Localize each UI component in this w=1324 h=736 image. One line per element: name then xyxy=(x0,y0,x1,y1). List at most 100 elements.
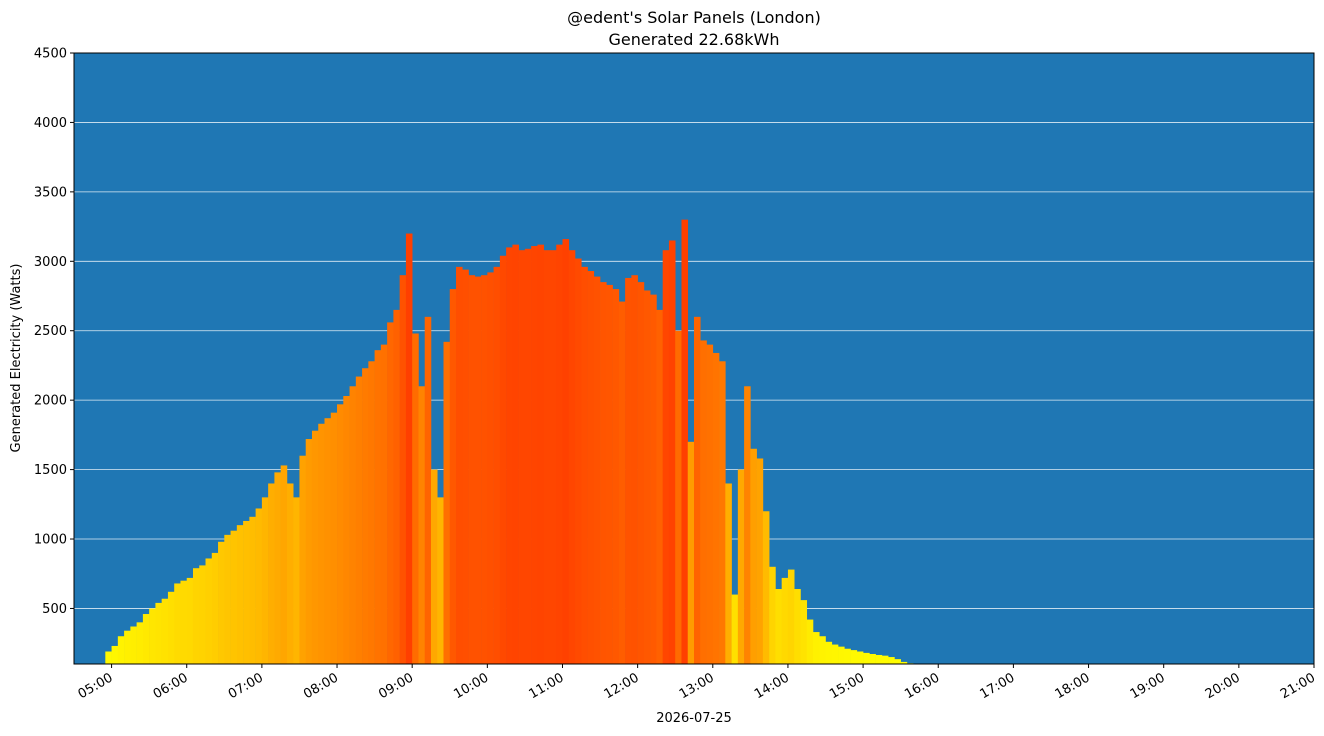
x-tick-label: 16:00 xyxy=(902,670,942,702)
y-tick-label: 500 xyxy=(42,602,67,617)
generation-bar xyxy=(380,344,388,664)
generation-bar xyxy=(706,344,714,664)
generation-bar xyxy=(606,284,613,664)
generation-bar xyxy=(587,271,595,664)
x-axis-ticks: 05:00 06:00 07:00 08:00 09:00 10:00 11:00 12:00… xyxy=(76,664,1318,702)
generation-bar xyxy=(443,341,451,664)
generation-bar xyxy=(744,386,751,664)
generation-bar xyxy=(499,255,507,664)
generation-bar xyxy=(794,589,801,664)
generation-bar xyxy=(349,386,357,664)
generation-bar xyxy=(268,483,275,664)
generation-bar xyxy=(543,250,551,664)
generation-bar xyxy=(694,316,701,664)
y-tick-label: 3500 xyxy=(34,185,67,200)
y-tick-label: 4000 xyxy=(34,116,67,131)
generation-bar xyxy=(236,525,244,664)
generation-bar xyxy=(631,275,638,664)
generation-bar xyxy=(311,430,319,664)
generation-bar xyxy=(230,530,238,664)
generation-bar xyxy=(556,244,563,664)
generation-bar xyxy=(831,644,839,664)
generation-bar xyxy=(612,289,620,664)
generation-bar xyxy=(374,350,382,664)
generation-bar xyxy=(894,659,901,664)
generation-bar xyxy=(468,275,476,664)
generation-bar xyxy=(474,276,482,664)
generation-bar xyxy=(812,632,820,664)
y-tick-label: 2500 xyxy=(34,324,67,339)
generation-bar xyxy=(462,269,469,664)
generation-bar xyxy=(318,423,325,664)
generation-bar xyxy=(662,250,670,664)
generation-bar xyxy=(493,266,501,664)
generation-bar xyxy=(218,541,225,664)
generation-bar xyxy=(105,651,112,664)
generation-bar xyxy=(618,301,626,664)
generation-bar xyxy=(850,650,858,664)
generation-bar xyxy=(362,368,369,664)
generation-bar xyxy=(681,219,689,665)
generation-bar xyxy=(762,511,770,664)
generation-bar xyxy=(387,322,394,664)
generation-bar xyxy=(756,458,764,664)
generation-bar xyxy=(456,266,463,664)
x-tick-label: 15:00 xyxy=(827,670,867,702)
generation-bar xyxy=(481,275,488,664)
x-tick-label: 21:00 xyxy=(1278,670,1318,702)
generation-bar xyxy=(149,608,156,664)
generation-bar xyxy=(280,465,288,664)
x-tick-label: 05:00 xyxy=(76,670,116,702)
x-tick-label: 09:00 xyxy=(376,670,416,702)
generation-bar xyxy=(625,277,632,664)
generation-bar xyxy=(412,333,419,664)
generation-bar xyxy=(875,654,883,664)
generation-bar xyxy=(549,250,557,664)
generation-bar xyxy=(863,652,870,664)
generation-bar xyxy=(274,472,281,664)
generation-bar xyxy=(487,272,494,664)
generation-bar xyxy=(142,614,150,664)
x-tick-label: 08:00 xyxy=(301,670,341,702)
generation-bar xyxy=(650,294,657,664)
generation-bar xyxy=(368,361,375,664)
generation-bar xyxy=(575,258,582,664)
generation-bar xyxy=(844,648,851,664)
generation-bar xyxy=(449,289,457,664)
y-tick-label: 3000 xyxy=(34,255,67,270)
y-tick-label: 1000 xyxy=(34,533,67,548)
generation-bar xyxy=(838,646,845,664)
generation-bar xyxy=(111,645,119,664)
x-tick-label: 10:00 xyxy=(451,670,491,702)
x-tick-label: 13:00 xyxy=(677,670,717,702)
generation-bar xyxy=(155,602,162,664)
generation-bar xyxy=(775,589,782,664)
generation-bar xyxy=(136,622,144,664)
generation-bar xyxy=(819,636,826,664)
generation-bar xyxy=(399,275,407,664)
generation-bar xyxy=(124,630,131,664)
generation-bar xyxy=(211,552,219,664)
generation-bar xyxy=(293,497,300,664)
generation-bar xyxy=(205,558,213,664)
generation-bar xyxy=(725,483,732,664)
generation-bar xyxy=(869,654,876,664)
x-tick-label: 06:00 xyxy=(151,670,191,702)
generation-bar xyxy=(888,657,895,664)
generation-bar xyxy=(186,577,194,664)
x-tick-label: 17:00 xyxy=(977,670,1017,702)
y-axis-ticks: 500 1000 1500 2000 2500 3000 3500 4000 4500 xyxy=(34,47,74,617)
generation-bar xyxy=(825,641,833,664)
generation-bar xyxy=(437,497,444,664)
generation-bar xyxy=(737,469,745,664)
generation-bar xyxy=(787,569,795,664)
x-tick-label: 20:00 xyxy=(1203,670,1243,702)
generation-bar xyxy=(600,282,607,664)
generation-bar xyxy=(881,655,889,664)
y-axis-label: Generated Electricity (Watts) xyxy=(9,264,24,453)
generation-bar xyxy=(180,580,188,664)
generation-bar xyxy=(355,376,363,664)
generation-bar xyxy=(337,404,344,664)
generation-bar xyxy=(512,244,519,664)
